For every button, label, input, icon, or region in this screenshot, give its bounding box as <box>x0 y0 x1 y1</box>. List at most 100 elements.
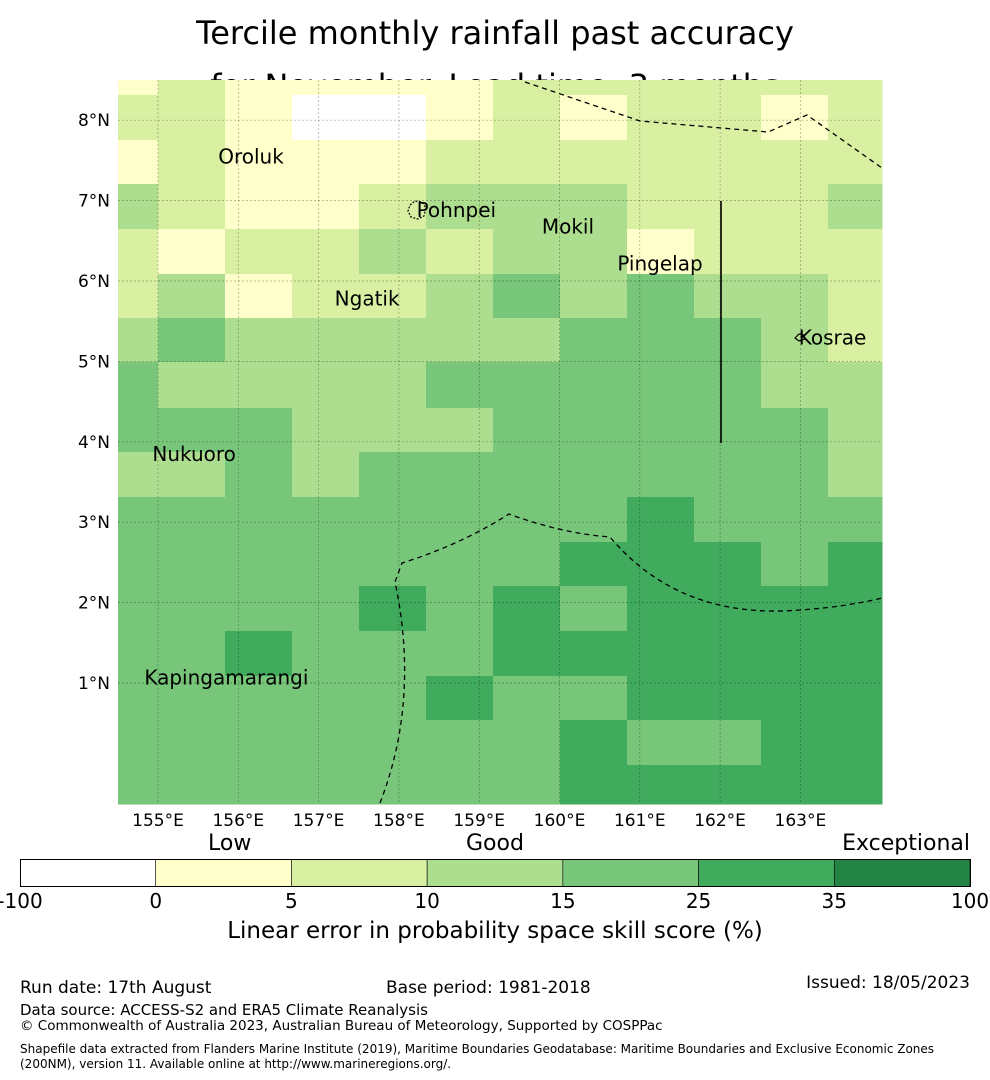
skill-cell <box>694 184 762 230</box>
skill-cell <box>359 140 427 185</box>
skill-cell <box>359 274 427 319</box>
skill-cell <box>292 631 360 677</box>
skill-cell <box>426 95 494 141</box>
skill-cell <box>761 318 829 363</box>
skill-cell <box>158 229 226 275</box>
skill-cell <box>426 586 494 632</box>
skill-cell <box>560 140 628 185</box>
skill-cell <box>225 631 293 677</box>
eez-boundary-south <box>379 513 883 804</box>
skill-cell <box>118 631 159 677</box>
skill-cell <box>292 80 360 96</box>
skill-cell <box>292 95 360 141</box>
skill-cell <box>225 318 293 363</box>
skill-cell <box>426 140 494 185</box>
place-label: Mokil <box>542 214 594 238</box>
skill-cell <box>158 95 226 141</box>
pohnpei-outline <box>407 200 427 220</box>
issued-date: Issued: 18/05/2023 <box>806 973 970 993</box>
skill-cell <box>493 408 561 453</box>
shapefile-credit-line-1: Shapefile data extracted from Flanders M… <box>20 1042 935 1056</box>
skill-cell <box>225 765 293 805</box>
skill-cell <box>627 408 695 453</box>
skill-cell <box>761 720 829 766</box>
place-label: Kosrae <box>799 325 867 349</box>
skill-cell <box>493 676 561 721</box>
skill-cell <box>627 676 695 721</box>
skill-cell <box>493 80 561 96</box>
latitude-tick-label: 7°N <box>78 192 110 212</box>
skill-cell <box>761 676 829 721</box>
longitude-tick-label: 160°E <box>534 811 586 831</box>
colorbar-tick-label: 10 <box>414 889 440 913</box>
skill-cell <box>359 95 427 141</box>
skill-cell <box>292 720 360 766</box>
skill-cell <box>627 80 695 96</box>
skill-cell <box>292 229 360 275</box>
skill-cell <box>292 765 360 805</box>
base-period: Base period: 1981-2018 <box>386 978 591 998</box>
skill-cell <box>560 229 628 275</box>
skill-cell <box>359 542 427 587</box>
colorbar-label-low: Low <box>208 831 252 856</box>
skill-cell <box>225 95 293 141</box>
skill-cell <box>118 140 159 185</box>
skill-cell <box>158 542 226 587</box>
colorbar-tick-label: 100 <box>950 889 990 913</box>
skill-cell <box>627 95 695 141</box>
skill-cell <box>359 318 427 363</box>
skill-cell <box>359 631 427 677</box>
skill-cell <box>118 95 159 141</box>
latitude-axis: 8°N 7°N 6°N 5°N 4°N 3°N 2°N 1°N <box>78 111 110 694</box>
skill-cell <box>694 408 762 453</box>
place-labels: Oroluk Pohnpei Mokil Pingelap Ngatik Kosrae Nu… <box>144 144 866 689</box>
skill-cell <box>560 80 628 96</box>
skill-cell <box>292 318 360 363</box>
skill-cell <box>426 542 494 587</box>
skill-cell <box>118 542 159 587</box>
skill-cell <box>359 497 427 543</box>
skill-cell <box>493 140 561 185</box>
skill-cell <box>560 184 628 230</box>
eez-boundaries <box>379 81 883 804</box>
skill-cell <box>761 229 829 275</box>
colorbar-label-good: Good <box>466 831 524 856</box>
longitude-tick-label: 162°E <box>694 811 746 831</box>
skill-cell <box>158 274 226 319</box>
skill-cell <box>359 80 427 96</box>
skill-cell <box>426 318 494 363</box>
skill-cell <box>761 408 829 453</box>
skill-cell <box>426 274 494 319</box>
skill-cell <box>828 80 883 96</box>
skill-cell <box>158 362 226 409</box>
title-line-1: Tercile monthly rainfall past accuracy <box>196 14 794 52</box>
skill-cell <box>118 184 159 230</box>
skill-cell <box>359 765 427 805</box>
longitude-tick-label: 156°E <box>212 811 264 831</box>
skill-cell <box>118 720 159 766</box>
skill-cell <box>493 95 561 141</box>
skill-cell <box>292 452 360 498</box>
skill-cell <box>118 274 159 319</box>
skill-cell <box>225 676 293 721</box>
skill-cell <box>225 362 293 409</box>
latitude-tick-label: 8°N <box>78 111 110 131</box>
skill-cell <box>828 140 883 185</box>
skill-cell <box>828 542 883 587</box>
skill-cell <box>694 720 762 766</box>
skill-cell <box>627 318 695 363</box>
skill-cell <box>493 274 561 319</box>
skill-cell <box>118 318 159 363</box>
skill-cell <box>627 765 695 805</box>
skill-cell <box>426 720 494 766</box>
skill-cell <box>225 140 293 185</box>
skill-cell <box>560 318 628 363</box>
skill-cell <box>627 497 695 543</box>
skill-grid <box>118 80 883 805</box>
skill-cell <box>493 184 561 230</box>
skill-cell <box>158 631 226 677</box>
latitude-tick-label: 1°N <box>78 674 110 694</box>
skill-cell <box>118 586 159 632</box>
skill-cell <box>292 408 360 453</box>
place-label: Nukuoro <box>152 442 236 466</box>
